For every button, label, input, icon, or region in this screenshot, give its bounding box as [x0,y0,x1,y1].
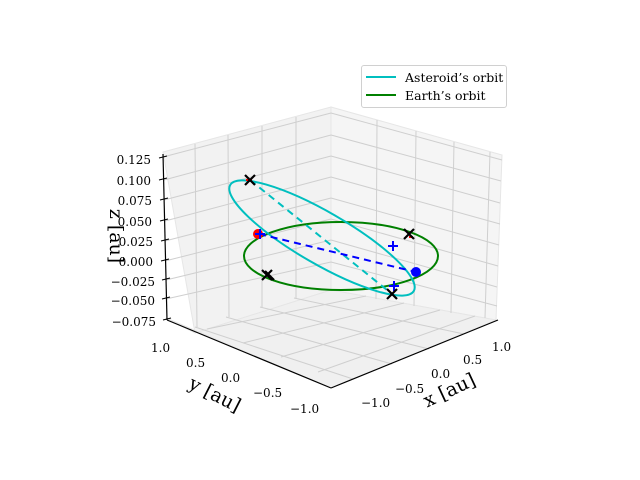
x-tick-label: 0.0 [431,367,450,381]
right-pane [330,106,503,321]
legend-item-asteroid: Asteroid’s orbit [366,68,503,86]
axis-lines [162,153,499,389]
y-tick-label: 0.0 [221,371,240,385]
line-of-nodes [258,233,417,273]
z-tick-labels: 0.125 0.100 0.075 0.050 0.025 0.000 −0.0… [111,153,156,329]
z-tick-label: −0.050 [111,294,155,308]
plus-markers [255,229,399,291]
z-tick-marks [158,155,172,321]
black-x-markers [244,174,415,300]
node-marker-blue [411,267,421,277]
x-tick-label: −0.5 [395,382,424,396]
x-tick-label: 1.0 [492,340,511,354]
y-axis-line [166,319,332,389]
grid-lines [162,112,503,380]
legend-label: Asteroid’s orbit [405,69,504,85]
legend-label: Earth’s orbit [405,87,486,103]
x-tick-label: −1.0 [361,396,390,410]
z-tick-label: −0.075 [112,315,156,329]
asteroid-orbit [228,179,416,297]
y-tick-labels: 1.0 0.5 0.0 −0.5 −1.0 [151,341,319,416]
z-tick-label: 0.050 [118,215,152,229]
legend: Asteroid’s orbit Earth’s orbit [361,65,507,108]
y-tick-label: −0.5 [253,386,282,400]
z-tick-label: 0.075 [118,194,152,208]
legend-swatch-earth [366,94,396,96]
y-tick-label: −1.0 [290,402,319,416]
z-axis-line [162,153,168,321]
z-tick-label: 0.000 [119,255,153,269]
legend-swatch-asteroid [366,76,396,78]
z-tick-label: 0.025 [119,235,153,249]
x-axis-line [330,319,499,389]
z-tick-label: −0.025 [111,275,155,289]
x-tick-label: 0.5 [463,353,482,367]
legend-item-earth: Earth’s orbit [366,86,486,104]
markers [244,174,421,300]
earth-orbit [243,221,439,291]
x-tick-labels: −1.0 −0.5 0.0 0.5 1.0 [361,340,511,410]
z-tick-label: 0.125 [117,153,151,167]
z-axis-label: z [au] [105,209,127,263]
y-tick-label: 1.0 [151,341,170,355]
asteroid-major-axis [249,179,393,295]
z-tick-label: 0.100 [117,174,151,188]
y-tick-label: 0.5 [186,356,205,370]
axes-panes [162,106,503,389]
